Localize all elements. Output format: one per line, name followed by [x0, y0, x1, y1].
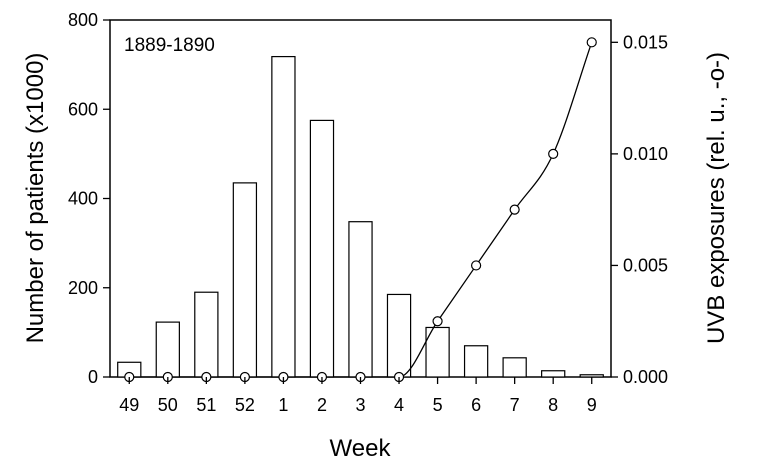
- bar-week-9: [579, 374, 604, 378]
- x-tick-label: 5: [433, 395, 443, 415]
- right-y-axis: 0.000 0.005 0.010 0.015: [611, 32, 668, 387]
- y-axis-title: Number of patients (x1000): [22, 53, 49, 344]
- bar-week-51: [194, 291, 219, 378]
- x-tick-label: 3: [355, 395, 365, 415]
- bar-week-8: [541, 370, 566, 378]
- y2-tick-label: 0.000: [623, 367, 668, 387]
- bar-week-3: [348, 221, 373, 378]
- y-tick-label: 0: [88, 367, 98, 387]
- left-y-axis: 0 200 400 600 800: [68, 10, 110, 387]
- y-tick-label: 400: [68, 189, 98, 209]
- uvb-point-week-6: [471, 260, 482, 271]
- y2-axis-title: UVB exposures (rel. u., -o-): [703, 52, 730, 344]
- uvb-point-week-7: [509, 204, 520, 215]
- x-tick-label: 52: [235, 395, 255, 415]
- uvb-point-week-5: [432, 316, 443, 327]
- bar-week-52: [232, 182, 258, 378]
- y2-tick-label: 0.005: [623, 255, 668, 275]
- x-tick-label: 8: [548, 395, 558, 415]
- x-tick-label: 9: [587, 395, 597, 415]
- y2-tick-label: 0.015: [623, 32, 668, 52]
- x-tick-label: 50: [158, 395, 178, 415]
- x-axis-title: Week: [330, 435, 392, 462]
- bar-week-6: [463, 345, 489, 378]
- bar-week-2: [309, 119, 335, 378]
- bars-group: [117, 55, 604, 378]
- x-axis: 49 50 51 52 1 2 3 4 5 6 7 8 9: [119, 377, 597, 415]
- x-tick-label: 49: [119, 395, 139, 415]
- x-tick-label: 51: [196, 395, 216, 415]
- y-tick-label: 600: [68, 99, 98, 119]
- uvb-point-week-8: [548, 148, 559, 159]
- x-tick-label: 2: [317, 395, 327, 415]
- x-tick-label: 4: [394, 395, 404, 415]
- bar-week-7: [502, 357, 527, 378]
- annotation-label: 1889-1890: [124, 35, 215, 56]
- y-tick-label: 200: [68, 278, 98, 298]
- x-tick-label: 7: [510, 395, 520, 415]
- y2-tick-label: 0.010: [623, 144, 668, 164]
- x-tick-label: 1: [278, 395, 288, 415]
- bar-week-1: [271, 55, 296, 378]
- bar-week-4: [386, 293, 412, 378]
- bar-week-50: [155, 321, 180, 378]
- uvb-point-week-9: [586, 37, 597, 48]
- y-tick-label: 800: [68, 10, 98, 30]
- x-tick-label: 6: [471, 395, 481, 415]
